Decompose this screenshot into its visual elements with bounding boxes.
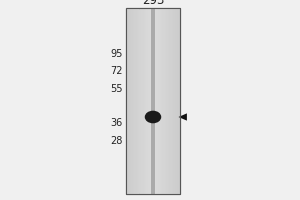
Bar — [171, 8, 172, 194]
Bar — [167, 8, 168, 194]
Bar — [175, 8, 176, 194]
Bar — [148, 8, 149, 194]
Bar — [138, 8, 140, 194]
Text: 28: 28 — [111, 136, 123, 146]
Bar — [129, 8, 130, 194]
Text: 95: 95 — [111, 49, 123, 59]
Bar — [173, 8, 175, 194]
Bar — [158, 8, 160, 194]
Text: 293: 293 — [142, 0, 164, 7]
Text: 36: 36 — [111, 118, 123, 128]
Bar — [145, 8, 146, 194]
Bar — [156, 8, 157, 194]
Text: 72: 72 — [110, 66, 123, 76]
Bar — [157, 8, 158, 194]
Bar — [136, 8, 137, 194]
Bar — [169, 8, 170, 194]
Bar — [154, 8, 156, 194]
Bar — [141, 8, 142, 194]
Bar — [177, 8, 178, 194]
Bar — [126, 8, 180, 194]
Bar — [137, 8, 138, 194]
Bar — [165, 8, 166, 194]
Bar — [146, 8, 148, 194]
Bar — [126, 8, 127, 194]
Bar — [142, 8, 143, 194]
Text: 55: 55 — [110, 84, 123, 94]
Bar — [127, 8, 129, 194]
Bar — [152, 8, 153, 194]
Bar — [176, 8, 177, 194]
Bar — [133, 8, 134, 194]
Bar — [153, 8, 154, 194]
Bar — [126, 8, 180, 194]
Polygon shape — [178, 113, 187, 121]
Ellipse shape — [145, 111, 161, 123]
Bar — [151, 8, 155, 194]
Bar — [161, 8, 162, 194]
Bar — [140, 8, 141, 194]
Bar — [178, 8, 180, 194]
Bar — [143, 8, 145, 194]
Bar — [131, 8, 133, 194]
Bar — [172, 8, 173, 194]
Bar — [160, 8, 161, 194]
Bar — [163, 8, 164, 194]
Bar — [134, 8, 136, 194]
Bar — [164, 8, 165, 194]
Bar — [168, 8, 169, 194]
Bar — [130, 8, 131, 194]
Bar — [150, 8, 152, 194]
Bar — [149, 8, 150, 194]
